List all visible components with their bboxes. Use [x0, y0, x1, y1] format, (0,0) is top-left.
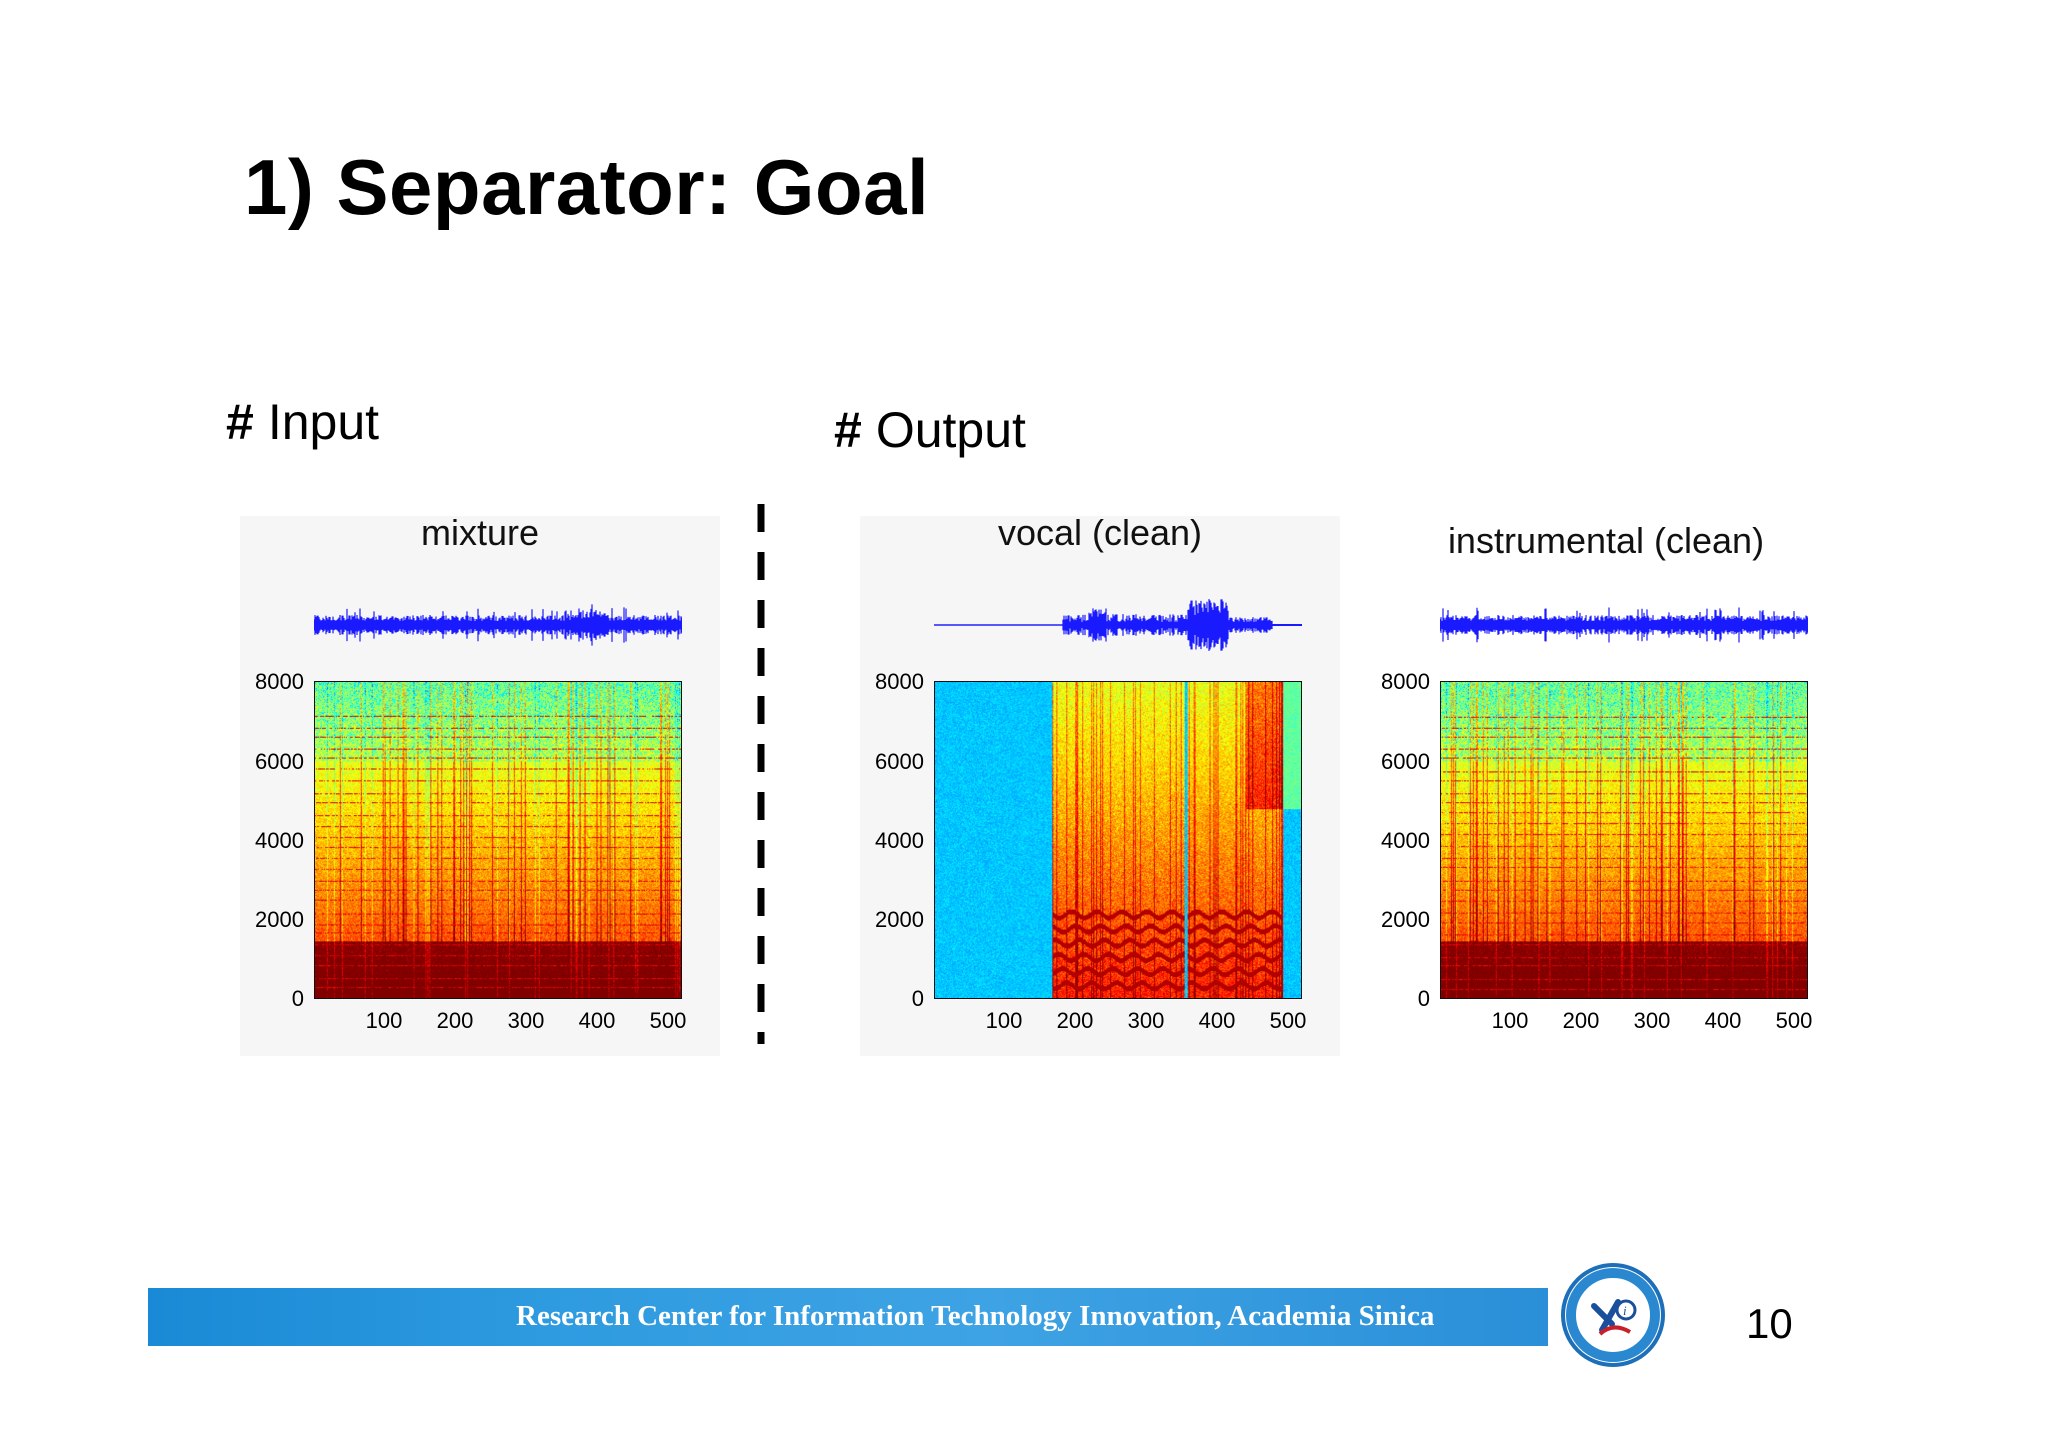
x-tick-label: 300	[1633, 1008, 1671, 1033]
x-tick-label: 500	[1775, 1008, 1813, 1033]
y-tick-label: 8000	[1381, 669, 1430, 694]
input-hash: #	[226, 394, 254, 450]
x-tick-label: 400	[578, 1008, 616, 1033]
y-tick-label: 6000	[875, 749, 924, 774]
x-tick-label: 100	[365, 1008, 403, 1033]
mixture-spectrogram	[314, 681, 682, 999]
y-tick-label: 0	[911, 986, 924, 1011]
x-tick-label: 300	[507, 1008, 545, 1033]
x-tick-label: 100	[985, 1008, 1023, 1033]
footer-bar	[148, 1288, 1548, 1346]
waveform-trace	[1440, 607, 1808, 643]
svg-text:i: i	[1623, 1303, 1627, 1318]
instrumental-spectrogram	[1440, 681, 1808, 999]
output-heading: # Output	[834, 401, 1026, 459]
y-tick-label: 6000	[255, 749, 304, 774]
x-tick-label: 500	[649, 1008, 687, 1033]
y-tick-label: 2000	[1381, 907, 1430, 932]
y-tick-label: 8000	[255, 669, 304, 694]
input-heading: # Input	[226, 393, 379, 451]
y-tick-label: 6000	[1381, 749, 1430, 774]
x-tick-label: 500	[1269, 1008, 1307, 1033]
citi-logo-icon: i	[1561, 1263, 1665, 1367]
x-tick-label: 200	[436, 1008, 474, 1033]
waveform-trace	[314, 604, 682, 646]
vocal-panel: vocal (clean) 8000 6000 4000 2000 0 100 …	[860, 512, 1340, 1056]
y-tick-label: 8000	[875, 669, 924, 694]
y-tick-label: 4000	[1381, 828, 1430, 853]
y-tick-label: 0	[291, 986, 304, 1011]
y-tick-label: 2000	[255, 907, 304, 932]
dashed-divider	[757, 504, 765, 1044]
y-tick-label: 2000	[875, 907, 924, 932]
vocal-spectrogram	[934, 681, 1302, 999]
instrumental-panel: instrumental (clean) 8000 6000 4000 2000…	[1366, 516, 1846, 1056]
output-hash: #	[834, 402, 862, 458]
vocal-title: vocal (clean)	[997, 512, 1203, 553]
page-number: 10	[1746, 1300, 1793, 1347]
instrumental-title: instrumental (clean)	[1447, 520, 1765, 561]
x-tick-label: 200	[1056, 1008, 1094, 1033]
vocal-waveform	[934, 599, 1302, 651]
input-label: Input	[267, 394, 380, 450]
mixture-panel: mixture 8000 6000 4000 2000 0 100 200 30…	[240, 512, 720, 1056]
x-tick-label: 200	[1562, 1008, 1600, 1033]
y-tick-label: 4000	[255, 828, 304, 853]
x-tick-label: 400	[1198, 1008, 1236, 1033]
footer-institution-text: Research Center for Information Technolo…	[516, 1300, 1435, 1332]
instrumental-waveform	[1440, 607, 1808, 643]
x-tick-label: 300	[1127, 1008, 1165, 1033]
slide-title: 1) Separator: Goal	[244, 143, 930, 231]
y-tick-label: 4000	[875, 828, 924, 853]
y-tick-label: 0	[1417, 986, 1430, 1011]
x-tick-label: 100	[1491, 1008, 1529, 1033]
mixture-title: mixture	[420, 512, 540, 553]
x-tick-label: 400	[1704, 1008, 1742, 1033]
output-label: Output	[875, 402, 1026, 458]
mixture-waveform	[314, 604, 682, 646]
